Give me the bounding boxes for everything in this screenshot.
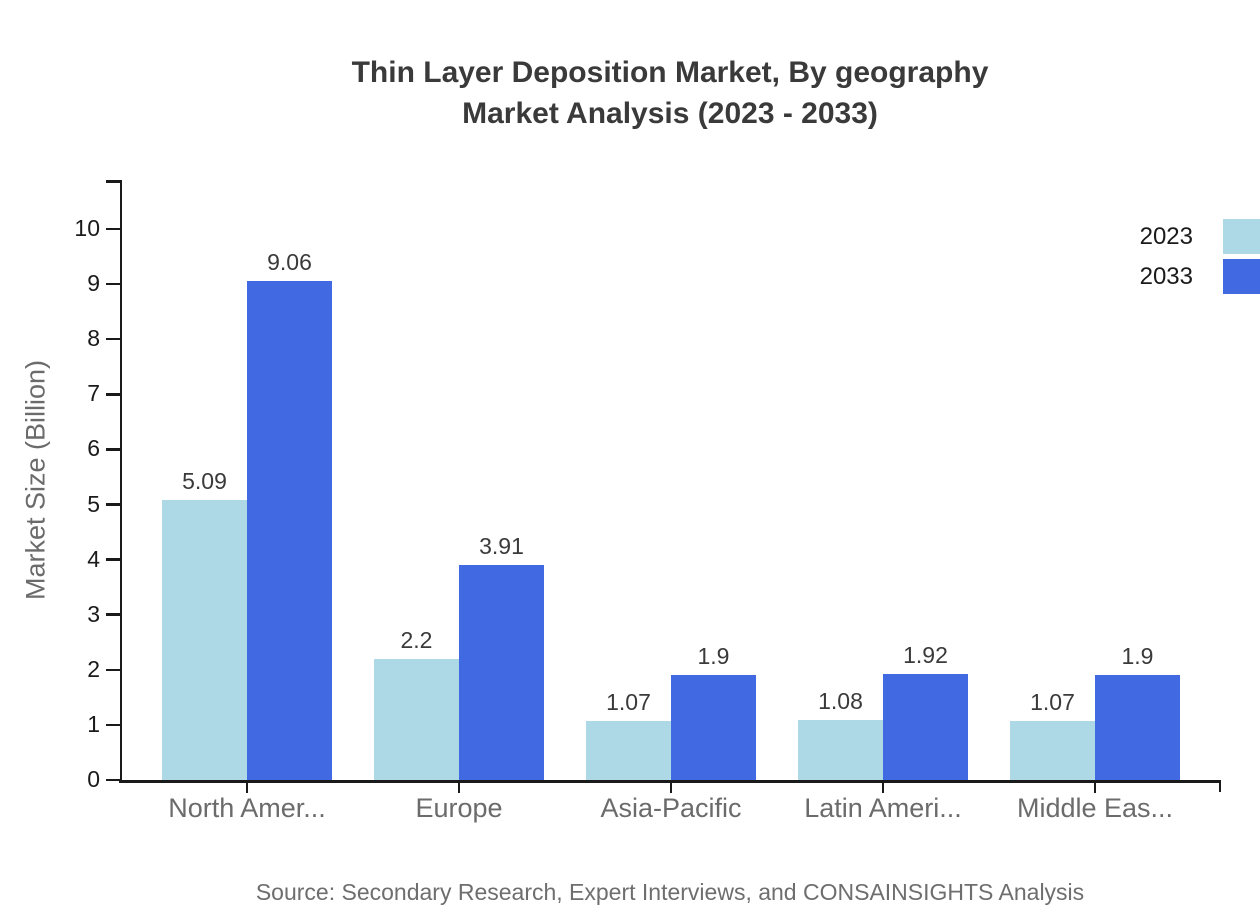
chart-title-line2: Market Analysis (2023 - 2033) xyxy=(462,97,878,130)
bar-latin-ameri-2033 xyxy=(883,674,968,780)
y-tick-5 xyxy=(106,503,120,506)
legend-swatch-2033 xyxy=(1223,259,1260,294)
category-label-europe: Europe xyxy=(415,793,503,823)
legend-item-2033: 2033 xyxy=(1140,259,1260,294)
x-axis-line xyxy=(119,780,1221,783)
y-tick-label-1: 1 xyxy=(87,710,100,737)
y-tick-3 xyxy=(106,613,120,616)
x-tick-north-amer xyxy=(245,782,249,793)
y-tick-label-7: 7 xyxy=(87,380,100,407)
y-tick-8 xyxy=(106,337,120,341)
value-label-middle-eas-2033: 1.9 xyxy=(1121,643,1154,670)
value-label-europe-2023: 2.2 xyxy=(400,626,433,653)
y-tick-label-0: 0 xyxy=(87,766,100,792)
chart-title-line1: Thin Layer Deposition Market, By geograp… xyxy=(351,56,989,89)
y-tick-label-4: 4 xyxy=(87,545,100,572)
bar-north-amer-2023 xyxy=(162,499,247,780)
y-tick-label-9: 9 xyxy=(87,270,100,297)
bar-north-amer-2033 xyxy=(247,280,332,780)
category-label-north-amer: North Amer... xyxy=(168,793,326,823)
chart-title: Thin Layer Deposition Market, By geograp… xyxy=(80,52,1260,134)
y-tick-label-2: 2 xyxy=(87,655,100,682)
bar-middle-eas-2023 xyxy=(1010,721,1095,780)
value-label-north-amer-2023: 5.09 xyxy=(182,467,227,494)
y-tick-1 xyxy=(106,723,120,727)
value-label-latin-ameri-2033: 1.92 xyxy=(903,642,948,669)
y-tick-2 xyxy=(106,668,120,672)
y-tick-label-5: 5 xyxy=(87,490,100,517)
x-tick-middle-eas xyxy=(1093,782,1097,793)
x-tick-europe xyxy=(457,782,461,793)
y-tick-7 xyxy=(106,393,120,396)
y-tick-6 xyxy=(106,448,120,451)
y-tick-label-8: 8 xyxy=(87,325,100,352)
value-label-latin-ameri-2023: 1.08 xyxy=(818,688,863,715)
bar-latin-ameri-2023 xyxy=(798,720,883,780)
bar-asia-pacific-2033 xyxy=(671,675,756,780)
value-label-north-amer-2033: 9.06 xyxy=(267,248,312,275)
value-label-europe-2033: 3.91 xyxy=(479,532,524,559)
bar-middle-eas-2033 xyxy=(1095,675,1180,780)
source-note: Source: Secondary Research, Expert Inter… xyxy=(255,879,1085,905)
y-axis-line xyxy=(119,180,122,783)
y-tick-9 xyxy=(106,282,120,286)
legend-swatch-2023 xyxy=(1223,219,1260,254)
y-tick-0 xyxy=(106,778,120,782)
y-tick-label-6: 6 xyxy=(87,435,100,462)
legend-label-2033: 2033 xyxy=(1139,262,1193,290)
legend-label-2023: 2023 xyxy=(1139,222,1193,250)
x-tick-asia-pacific xyxy=(669,782,673,793)
category-label-middle-eas: Middle Eas... xyxy=(1016,793,1174,823)
value-label-asia-pacific-2033: 1.9 xyxy=(697,643,730,670)
x-tick-latin-ameri xyxy=(881,782,885,793)
value-label-asia-pacific-2023: 1.07 xyxy=(606,689,651,716)
y-tick-label-10: 10 xyxy=(74,215,100,241)
y-tick-label-3: 3 xyxy=(87,600,100,627)
y-tick-10 xyxy=(106,227,120,231)
value-label-middle-eas-2023: 1.07 xyxy=(1030,689,1075,716)
category-label-latin-ameri: Latin Ameri... xyxy=(804,793,962,823)
legend: 2023 2033 xyxy=(1140,219,1260,299)
x-axis-end-cap xyxy=(1218,780,1221,792)
bar-europe-2033 xyxy=(459,564,544,780)
y-axis-end-cap xyxy=(106,180,120,183)
bar-asia-pacific-2023 xyxy=(586,721,671,780)
category-label-asia-pacific: Asia-Pacific xyxy=(600,793,742,823)
legend-item-2023: 2023 xyxy=(1140,219,1260,254)
y-tick-4 xyxy=(106,558,120,561)
bar-europe-2023 xyxy=(374,658,459,780)
